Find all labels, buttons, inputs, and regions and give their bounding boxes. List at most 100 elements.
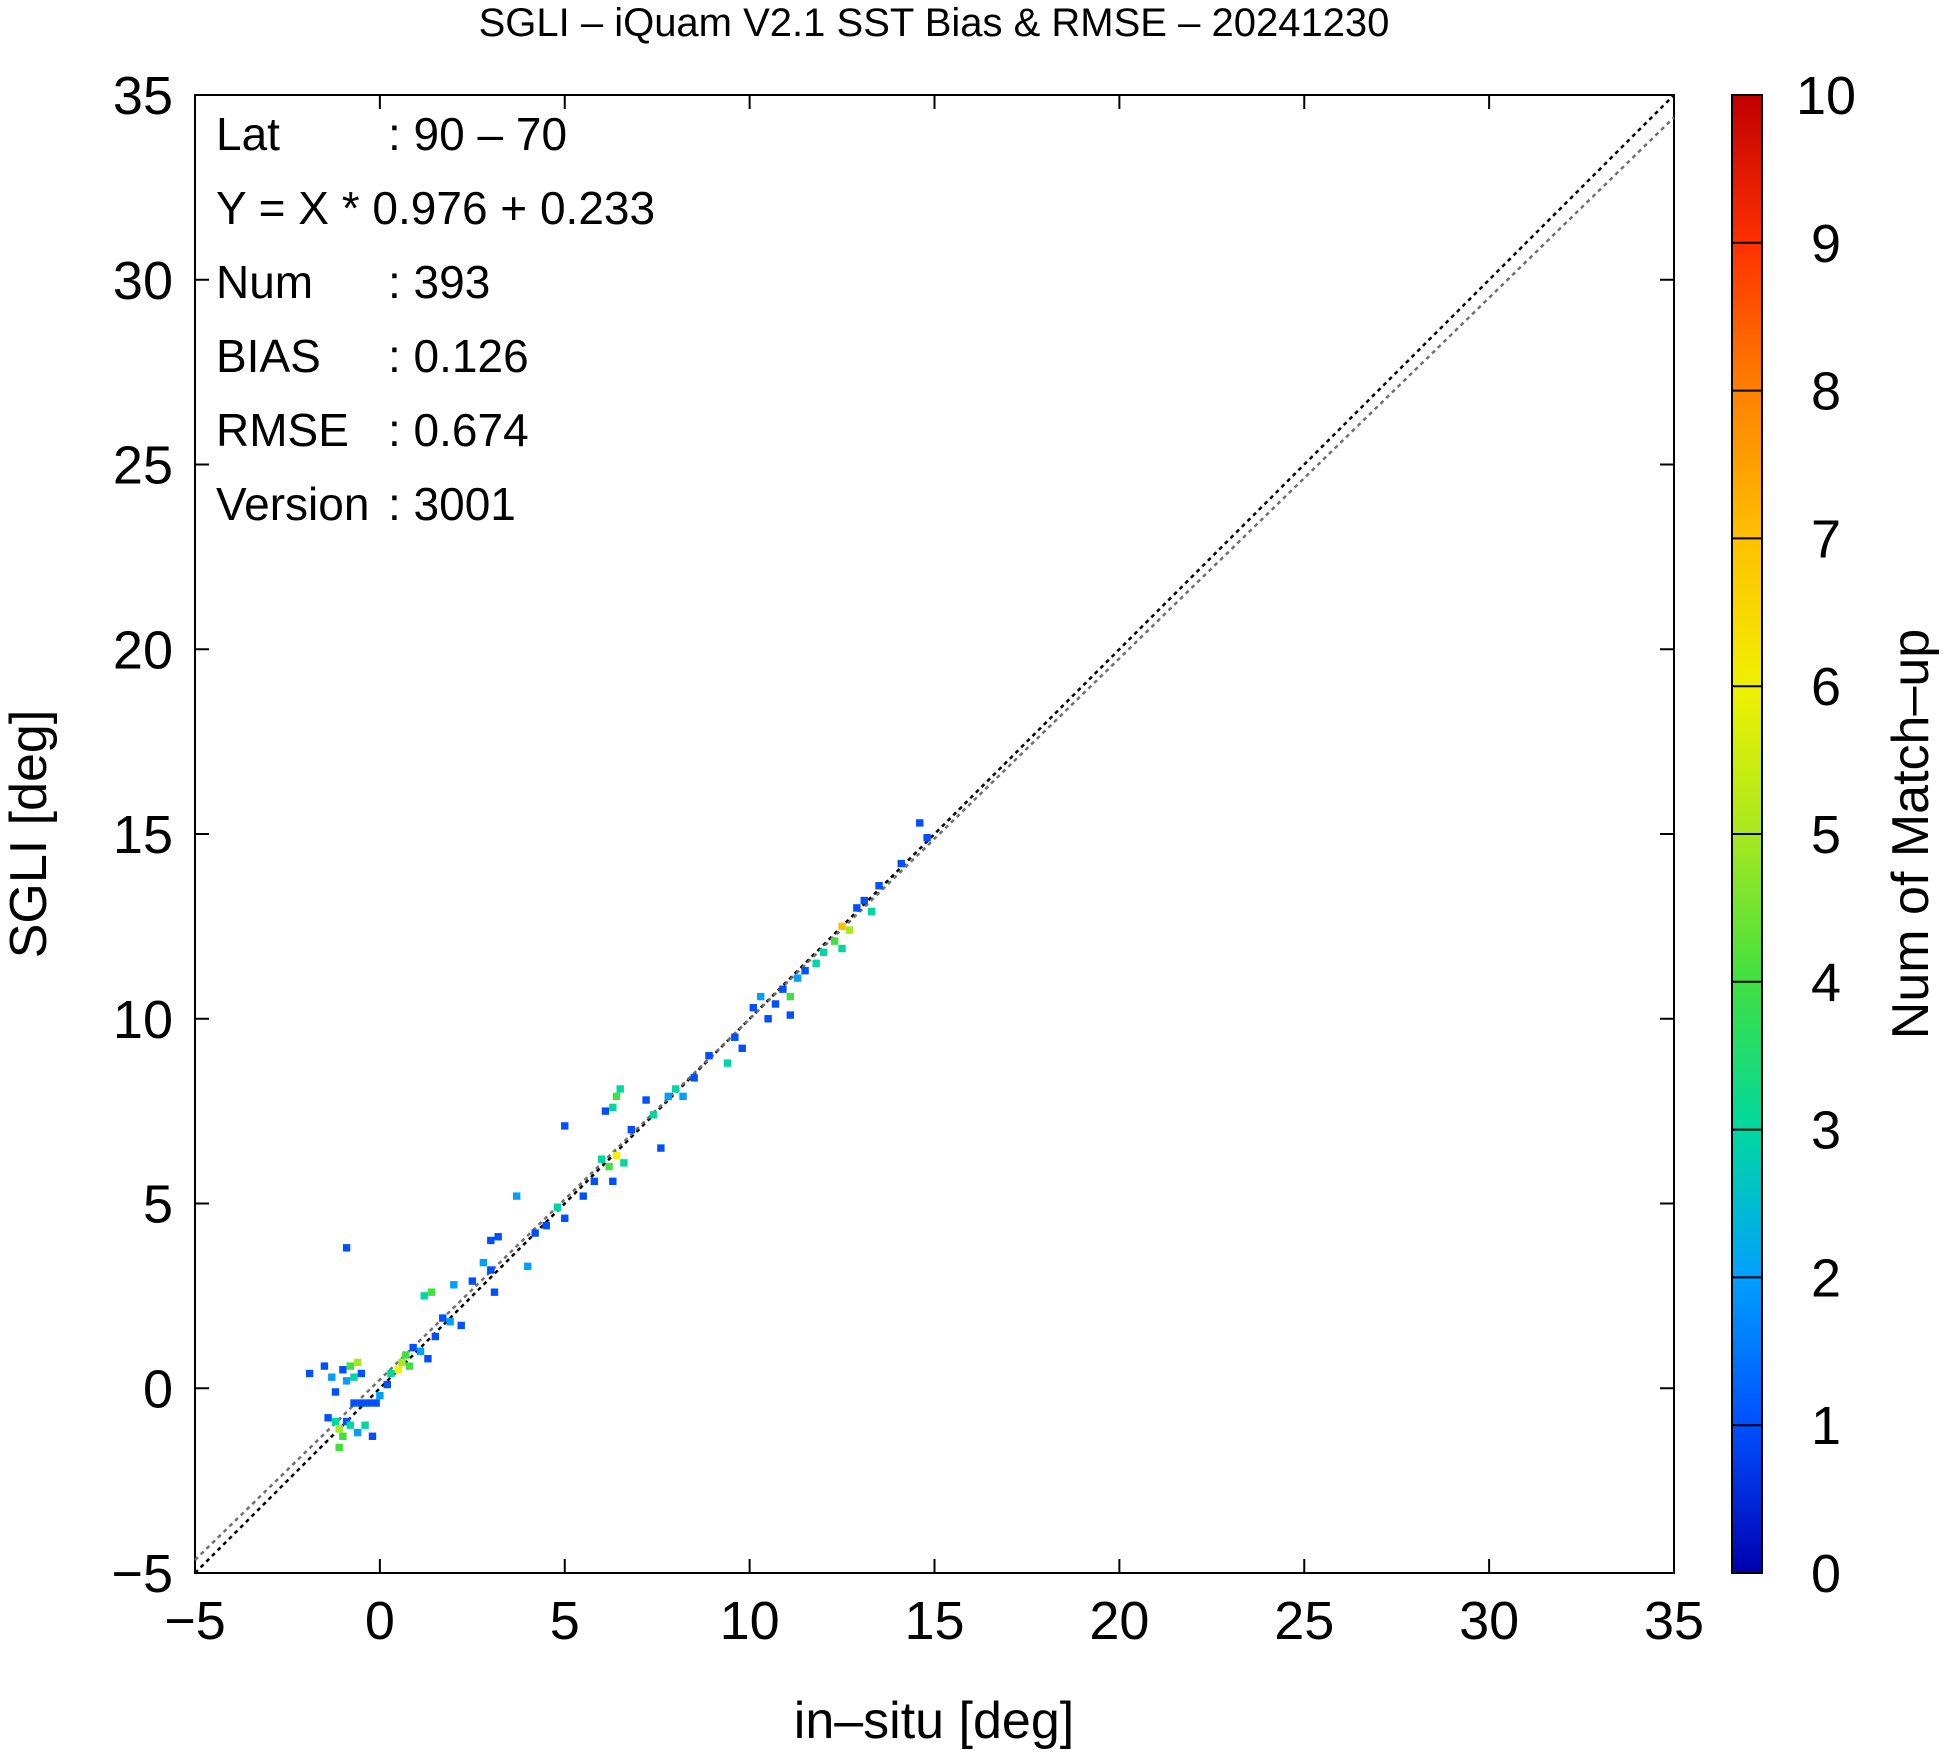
density-cell — [738, 1044, 746, 1053]
y-tick-label: 30 — [113, 251, 173, 311]
density-cell — [605, 1162, 613, 1171]
stat-value: : 0.126 — [388, 330, 529, 382]
density-cell — [342, 1417, 351, 1426]
x-tick-label: −5 — [164, 1591, 226, 1651]
y-tick-label: 15 — [113, 805, 173, 865]
density-cell — [771, 1000, 780, 1008]
density-cell — [757, 992, 765, 1001]
density-cell — [598, 1155, 606, 1163]
density-cell — [383, 1380, 391, 1389]
density-cell — [764, 1015, 772, 1023]
density-cell — [450, 1281, 458, 1289]
density-cell — [487, 1236, 495, 1245]
x-tick-label: 15 — [904, 1591, 964, 1651]
density-cell — [612, 1151, 621, 1160]
density-cell — [324, 1414, 332, 1422]
colorbar-tick-label: 10 — [1796, 66, 1856, 126]
density-cell — [812, 959, 820, 968]
density-cell — [320, 1362, 329, 1370]
density-cell — [749, 1003, 758, 1012]
density-cell — [923, 834, 931, 842]
density-cell — [657, 1144, 665, 1152]
x-tick-label: 5 — [550, 1591, 580, 1651]
density-cell — [649, 1111, 658, 1119]
density-cell — [786, 992, 794, 1001]
colorbar-tick-label: 4 — [1811, 953, 1841, 1013]
colorbar-tick-label: 0 — [1811, 1544, 1841, 1604]
x-tick-label: 25 — [1274, 1591, 1334, 1651]
density-cell — [490, 1288, 499, 1296]
density-cell — [446, 1318, 454, 1326]
density-cell — [916, 819, 924, 827]
density-cell — [331, 1388, 340, 1396]
density-cell — [339, 1366, 347, 1374]
density-cell — [561, 1122, 569, 1130]
density-cell — [387, 1369, 395, 1378]
plot-area — [194, 94, 1675, 1574]
y-tick-label: 0 — [143, 1359, 173, 1419]
density-cell — [579, 1192, 587, 1200]
density-cell — [372, 1399, 380, 1407]
chart-title: SGLI – iQuam V2.1 SST Bias & RMSE – 2024… — [479, 1, 1390, 45]
y-axis-label: SGLI [deg] — [0, 710, 58, 959]
x-tick-label: 10 — [720, 1591, 780, 1651]
density-cell — [346, 1421, 354, 1429]
density-cell — [664, 1092, 672, 1101]
stat-value: : 90 – 70 — [388, 108, 567, 160]
stat-label: RMSE — [216, 404, 349, 456]
density-cell — [512, 1192, 521, 1200]
density-cell — [394, 1366, 403, 1374]
density-cell — [690, 1074, 698, 1082]
colorbar-tick-label: 3 — [1811, 1101, 1841, 1161]
density-cell — [427, 1288, 436, 1296]
y-tick-label: 35 — [113, 66, 173, 126]
density-cell — [424, 1354, 432, 1363]
density-cell — [819, 948, 828, 956]
density-cell — [331, 1417, 340, 1426]
density-cell — [642, 1096, 650, 1104]
stat-label: Lat — [216, 108, 280, 160]
density-cell — [531, 1229, 539, 1237]
density-cell — [357, 1369, 366, 1378]
x-tick-label: 20 — [1089, 1591, 1149, 1651]
density-cell — [376, 1391, 384, 1400]
colorbar-tick-label: 6 — [1811, 657, 1841, 717]
stat-label: BIAS — [216, 330, 321, 382]
colorbar-tick-label: 1 — [1811, 1396, 1841, 1456]
density-cell — [468, 1277, 477, 1285]
stat-value: : 393 — [388, 256, 490, 308]
density-cell — [342, 1244, 351, 1252]
density-cell — [612, 1092, 621, 1101]
density-cells — [305, 819, 931, 1452]
colorbar-tick-label: 7 — [1811, 509, 1841, 569]
colorbar: 0 1 2 3 4 5 6 7 8 9 10 — [1731, 66, 1856, 1604]
density-cell — [838, 944, 846, 953]
density-cell — [416, 1347, 425, 1355]
x-tick-label: 0 — [365, 1591, 395, 1651]
density-cell — [339, 1432, 347, 1440]
density-cell — [553, 1203, 562, 1211]
density-cell — [779, 985, 787, 993]
x-tick-label: 30 — [1459, 1591, 1519, 1651]
density-cell — [479, 1258, 488, 1267]
density-cell — [561, 1214, 569, 1222]
density-cell — [457, 1321, 465, 1330]
y-tick-label: −5 — [111, 1544, 173, 1604]
y-tick-label: 25 — [113, 436, 173, 496]
density-cell — [801, 967, 809, 975]
density-cell — [342, 1377, 351, 1385]
stat-label: Version — [216, 478, 369, 530]
density-cell — [335, 1443, 343, 1452]
stat-value: : 0.674 — [388, 404, 529, 456]
density-cell — [845, 926, 854, 934]
x-axis-label: in–situ [deg] — [794, 1692, 1074, 1750]
statistics-panel: Lat: 90 – 70 Y = X * 0.976 + 0.233 Num: 39… — [216, 108, 655, 530]
density-cell — [350, 1399, 358, 1407]
density-cell — [439, 1314, 447, 1322]
density-cell — [860, 896, 868, 905]
y-tick-label: 20 — [113, 620, 173, 680]
density-cell — [365, 1399, 373, 1407]
density-cell — [853, 904, 861, 912]
density-cell — [524, 1262, 532, 1271]
